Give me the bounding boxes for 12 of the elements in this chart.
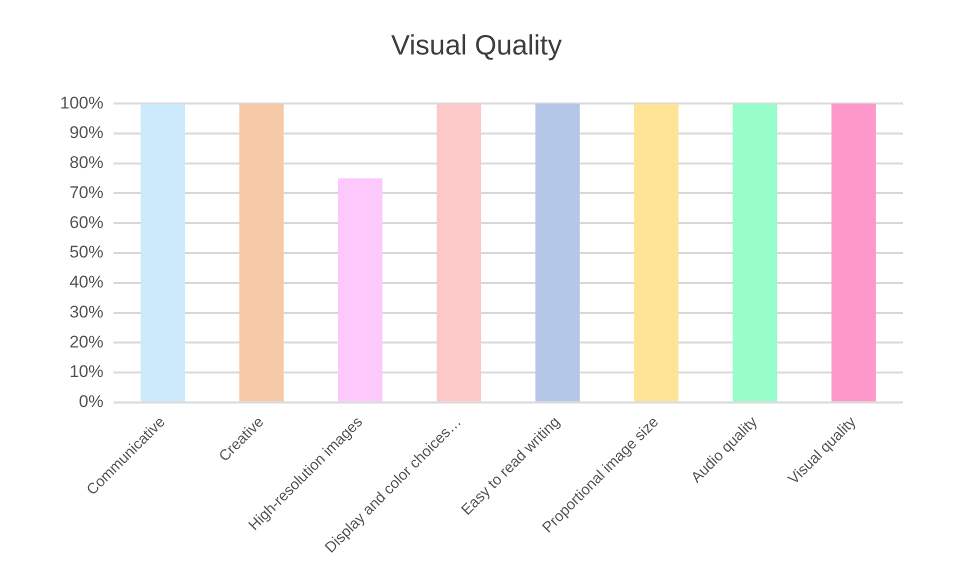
y-tick-label: 40% (69, 272, 104, 292)
y-tick-label: 70% (69, 182, 104, 202)
y-tick-label: 60% (69, 212, 104, 232)
chart-title: Visual Quality (391, 30, 562, 61)
y-tick-label: 10% (69, 362, 104, 382)
y-tick-label: 0% (78, 392, 104, 412)
y-tick-label: 100% (60, 93, 104, 112)
y-tick-label: 30% (69, 302, 104, 322)
y-tick-label: 50% (69, 242, 104, 262)
y-tick-label: 90% (69, 123, 104, 142)
y-tick-label: 80% (69, 153, 104, 172)
y-tick-label: 20% (69, 332, 104, 352)
